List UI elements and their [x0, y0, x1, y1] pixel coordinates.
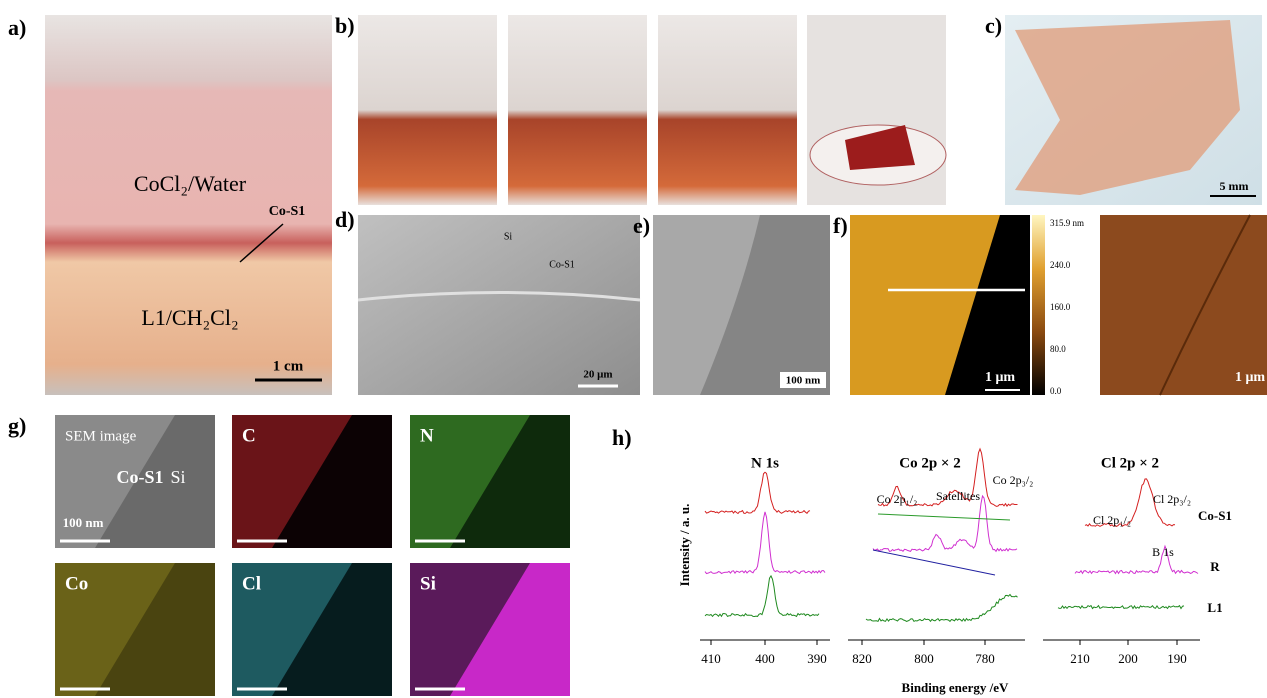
peak-label: Co 2p₁/₂	[877, 492, 918, 506]
x-axis-label: Binding energy /eV	[902, 680, 1010, 695]
peak-label: Cl 2p₃/₂	[1153, 492, 1191, 506]
scale-label: 1 μm	[1235, 370, 1265, 385]
panel-label: c)	[985, 13, 1002, 38]
scale-label: 100 nm	[786, 375, 821, 387]
panel-label: g)	[8, 413, 26, 438]
spectrum	[866, 595, 1018, 622]
film-label: Co-S1	[269, 204, 306, 219]
fit-baseline	[878, 514, 1010, 520]
tick-label: 820	[852, 651, 872, 666]
tick-label: 400	[755, 651, 775, 666]
tick-label: 800	[914, 651, 934, 666]
tile-label: SEM image	[65, 428, 137, 444]
scale-label: 5 mm	[1220, 179, 1249, 193]
colorbar-label: 315.9 nm	[1050, 218, 1084, 228]
tile-label: C	[242, 425, 256, 446]
tile-label: Cl	[242, 573, 261, 594]
tick-label: 190	[1167, 651, 1187, 666]
colorbar-label: 0.0	[1050, 386, 1062, 396]
peak-label: Co 2p₃/₂	[993, 473, 1034, 487]
solution-label: L1/CH₂Cl₂	[141, 305, 238, 330]
sample-label: L1	[1207, 600, 1222, 615]
panel-label: f)	[833, 213, 848, 238]
panel-label: e)	[633, 213, 650, 238]
panel-label: d)	[335, 207, 355, 232]
scale-label: 100 nm	[63, 515, 104, 530]
fit-baseline	[873, 550, 995, 575]
scale-label: 1 μm	[985, 370, 1015, 385]
panel-label: h)	[612, 425, 632, 450]
subplot-title: N 1s	[751, 455, 779, 471]
tile-label: Si	[420, 573, 436, 594]
panel-label: b)	[335, 13, 355, 38]
photo	[658, 15, 797, 205]
region-label: Si	[170, 467, 185, 487]
figure: a) CoCl₂/Water Co-S1 L1/CH₂Cl₂ 1 cm b) c…	[0, 0, 1267, 698]
colorbar-label: 240.0	[1050, 260, 1071, 270]
spectrum	[1075, 546, 1198, 573]
spectrum	[1058, 606, 1184, 609]
tick-label: 780	[975, 651, 995, 666]
region-label: Co-S1	[549, 259, 575, 270]
scale-label: 1 cm	[273, 358, 304, 374]
scale-label: 20 μm	[583, 369, 612, 381]
tick-label: 210	[1070, 651, 1090, 666]
sample-label: R	[1210, 559, 1220, 574]
colorbar-label: 160.0	[1050, 302, 1071, 312]
region-label: Si	[504, 231, 513, 242]
tile-label: N	[420, 425, 434, 446]
photo	[358, 15, 497, 205]
tick-label: 410	[701, 651, 721, 666]
photo	[508, 15, 647, 205]
sample-label: Co-S1	[1198, 508, 1232, 523]
tick-label: 200	[1118, 651, 1138, 666]
y-axis-label: Intensity / a. u.	[677, 504, 692, 587]
afm-image	[1100, 215, 1267, 395]
tile-label: Co	[65, 573, 88, 594]
spectrum	[705, 512, 825, 574]
spectrum	[705, 576, 819, 617]
tick-label: 390	[807, 651, 827, 666]
spectrum	[705, 472, 810, 513]
region-label: Co-S1	[116, 467, 163, 487]
subplot-title: Co 2p × 2	[899, 455, 960, 471]
colorbar-label: 80.0	[1050, 344, 1066, 354]
subplot-title: Cl 2p × 2	[1101, 455, 1159, 471]
solution-label: CoCl₂/Water	[134, 171, 247, 196]
peak-label: Satellites	[936, 489, 980, 503]
peak-label: B 1s	[1152, 545, 1174, 559]
colorbar	[1032, 215, 1045, 395]
peak-label: Cl 2p₁/₂	[1093, 513, 1131, 527]
panel-label: a)	[8, 15, 26, 40]
